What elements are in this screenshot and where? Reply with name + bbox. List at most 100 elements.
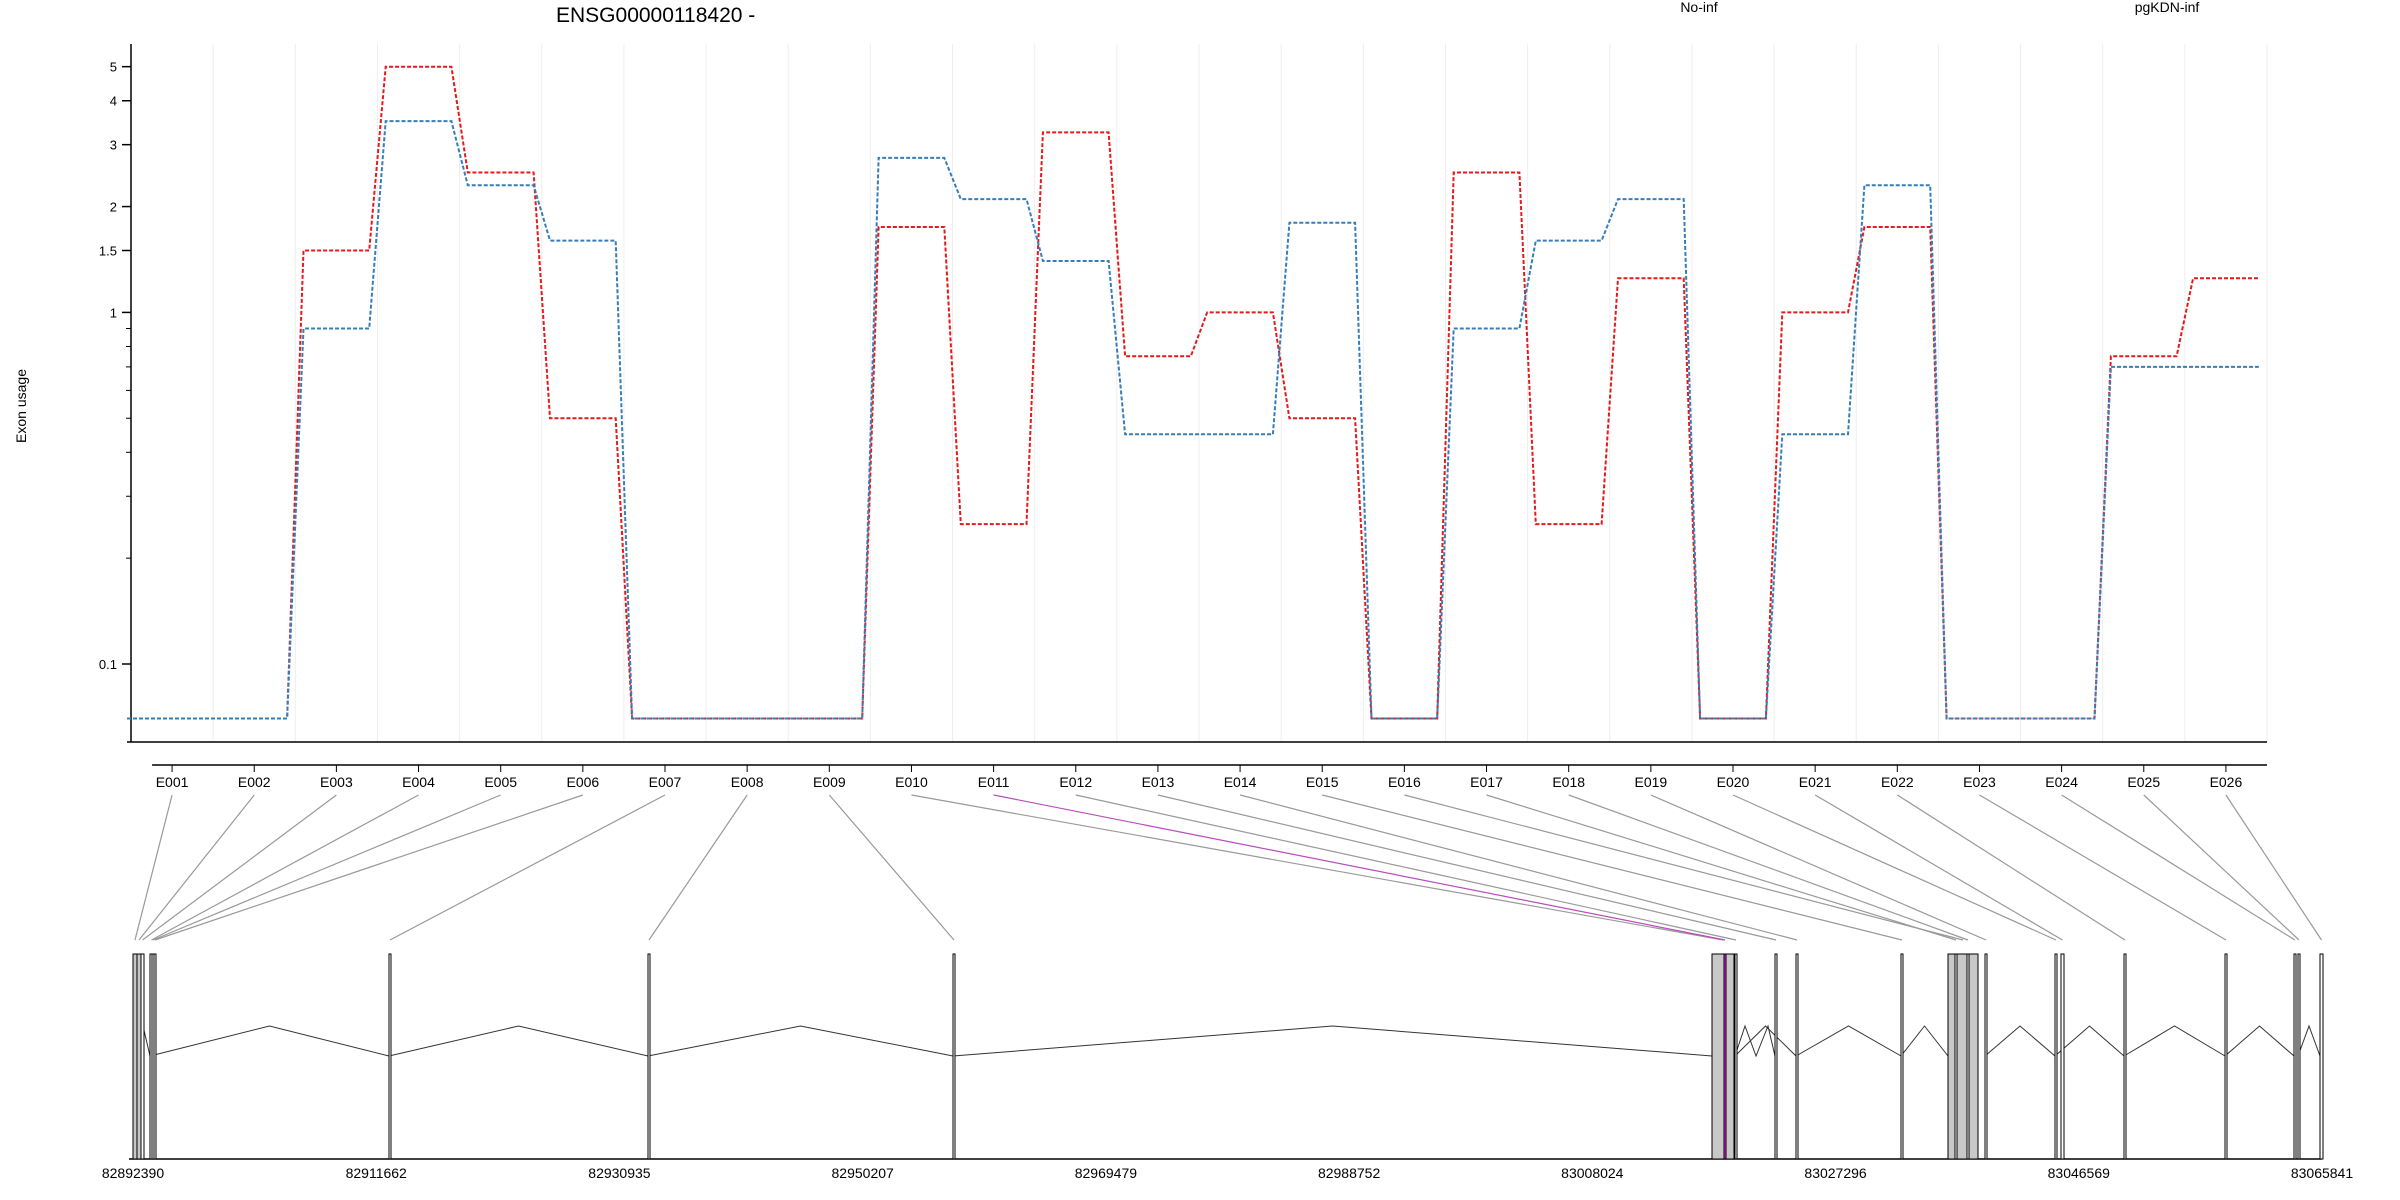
intron-line	[1734, 1024, 1776, 1058]
exon-box-e011	[1723, 953, 1727, 1160]
connector-line	[1404, 794, 1964, 941]
exon-box-e003	[140, 953, 145, 1160]
exon-box-e019	[1984, 953, 1988, 1160]
exon-box-e016	[1947, 953, 1979, 1160]
connector-line	[389, 794, 666, 941]
x-tick-label: E025	[2127, 774, 2160, 790]
intron-line	[2054, 1025, 2125, 1057]
y-axis: 0.1 1 1.5 2 3 4 5	[99, 44, 132, 742]
x-tick-label: E011	[978, 774, 1010, 790]
exon-box-e024	[2293, 953, 2297, 1160]
exon-box-e023	[2224, 953, 2228, 1160]
coordinate-label: 82950207	[832, 1165, 895, 1181]
exon-box-e012	[1734, 953, 1738, 1160]
connector-line	[648, 794, 748, 941]
exon-box-e006	[153, 953, 157, 1160]
exon-box-e021	[2060, 953, 2065, 1160]
connector-line	[1486, 794, 1957, 941]
x-tick-label: E024	[2045, 774, 2078, 790]
exon-box-e009	[952, 953, 956, 1160]
exon-box-e014	[1795, 953, 1799, 1160]
exon-box-e013	[1774, 953, 1778, 1160]
coordinate-label: 83008024	[1561, 1165, 1624, 1181]
connector-line	[1896, 794, 2126, 941]
connector-line	[152, 794, 501, 941]
intron-line	[1984, 1025, 2056, 1057]
legend-no-inf: No-inf	[1680, 0, 1717, 15]
exon-box-e026	[2319, 953, 2324, 1160]
y-tick-label: 2	[110, 200, 117, 215]
intron-line	[1795, 1025, 1902, 1057]
series-lines	[127, 65, 2259, 720]
x-tick-label: E008	[731, 774, 764, 790]
coordinate-label: 82930935	[588, 1165, 651, 1181]
exon-box-e010	[1711, 953, 1735, 1160]
x-tick-label: E026	[2210, 774, 2243, 790]
x-tick-label: E004	[402, 774, 435, 790]
intron-line	[952, 1025, 1713, 1057]
coordinate-label: 82988752	[1318, 1165, 1381, 1181]
exon-box-e022	[2123, 953, 2127, 1160]
exon-box-e017	[1954, 953, 1958, 1160]
connector-line	[1322, 794, 1903, 941]
y-tick-label: 4	[110, 94, 117, 109]
exon-box-e015	[1900, 953, 1904, 1160]
intron-line	[149, 1025, 390, 1057]
coordinate-label: 83046569	[2048, 1165, 2111, 1181]
connector-line	[142, 794, 337, 941]
y-tick-label: 3	[110, 138, 117, 153]
x-tick-label: E017	[1470, 774, 1503, 790]
connector-line	[1157, 794, 1777, 941]
exon-box-e007	[388, 953, 392, 1160]
connector-line	[828, 794, 955, 941]
x-tick-label: E001	[156, 774, 189, 790]
chart-title: ENSG00000118420 -	[556, 4, 755, 27]
x-tick-label: E010	[895, 774, 928, 790]
connector-line	[1732, 794, 2057, 941]
intron-line	[647, 1025, 954, 1057]
intron-line	[2123, 1025, 2226, 1057]
y-tick-label: 5	[110, 60, 117, 75]
genomic-coordinate-axis: 82892390 82911662 82930935 82950207 82969479…	[102, 1165, 2354, 1181]
coordinate-label: 82892390	[102, 1165, 165, 1181]
x-tick-label: E005	[484, 774, 517, 790]
x-tick-label: E014	[1224, 774, 1257, 790]
x-tick-label: E019	[1634, 774, 1667, 790]
connector-line	[138, 794, 255, 941]
exon-box-e025	[2297, 953, 2301, 1160]
intron-line	[388, 1025, 649, 1057]
connector-line	[134, 794, 173, 941]
x-tick-label: E007	[649, 774, 682, 790]
connector-line	[151, 794, 419, 941]
exon-box-e001	[132, 953, 138, 1160]
x-axis: E001 E002 E003 E004 E005 E006 E007 E008 E009 E010…	[127, 741, 2267, 790]
x-tick-label: E009	[813, 774, 846, 790]
intron-line	[2224, 1025, 2295, 1057]
y-tick-label: 1.5	[99, 244, 117, 259]
intron-line	[2297, 1024, 2321, 1057]
x-tick-label: E020	[1717, 774, 1750, 790]
connector-line	[1814, 794, 2063, 941]
connector-line	[911, 794, 1724, 941]
legend-pgkdn-inf: pgKDN-inf	[2135, 0, 2200, 15]
x-tick-label: E013	[1142, 774, 1175, 790]
x-tick-label: E022	[1881, 774, 1914, 790]
connector-line	[1568, 794, 1969, 941]
connector-line	[2225, 794, 2323, 941]
x-tick-label: E023	[1963, 774, 1996, 790]
connector-line	[1650, 794, 1987, 941]
coordinate-label: 83027296	[1804, 1165, 1867, 1181]
x-tick-label: E018	[1552, 774, 1585, 790]
series-line-no-inf	[127, 65, 2259, 720]
series-line-pgkdn-inf	[127, 120, 2259, 720]
exon-box-e008	[647, 953, 651, 1160]
exon-box-e002	[136, 953, 142, 1160]
x-tick-label: E006	[566, 774, 599, 790]
connector-line	[993, 794, 1726, 941]
connector-line	[2143, 794, 2300, 941]
y-axis-label: Exon usage	[13, 369, 29, 443]
gene-model	[129, 953, 2324, 1160]
exon-connectors	[134, 794, 2323, 941]
x-tick-label: E003	[320, 774, 353, 790]
